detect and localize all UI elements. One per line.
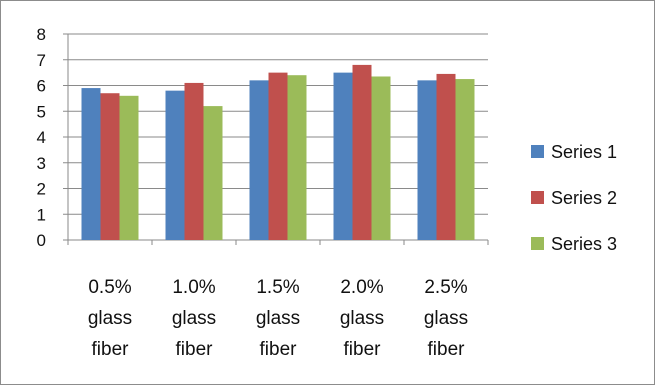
bar-series-3-1 bbox=[119, 95, 139, 240]
y-tick-label: 2 bbox=[37, 180, 46, 199]
bar-series-3-5 bbox=[455, 79, 475, 240]
x-category-label: 0.5% bbox=[88, 277, 131, 298]
legend-swatch bbox=[531, 191, 544, 204]
bar-series-1-5 bbox=[417, 80, 437, 240]
x-category-label: fiber bbox=[260, 339, 298, 360]
x-category-label: 2.0% bbox=[340, 277, 383, 298]
bar-series-3-3 bbox=[287, 75, 307, 240]
y-tick-label: 8 bbox=[37, 25, 46, 44]
y-tick-label: 3 bbox=[37, 154, 46, 173]
x-category-label: glass bbox=[172, 308, 216, 329]
legend-label: Series 1 bbox=[551, 142, 617, 162]
y-tick-label: 0 bbox=[37, 231, 46, 250]
bar-series-1-1 bbox=[81, 88, 101, 240]
bar-series-3-4 bbox=[371, 76, 391, 240]
x-category-label: 1.0% bbox=[172, 277, 215, 298]
legend-label: Series 2 bbox=[551, 188, 617, 208]
x-category-label: fiber bbox=[92, 339, 130, 360]
bar-series-3-2 bbox=[203, 106, 223, 240]
y-tick-label: 6 bbox=[37, 77, 46, 96]
bar-series-2-5 bbox=[436, 73, 456, 240]
x-category-label: fiber bbox=[176, 339, 214, 360]
bar-series-1-4 bbox=[333, 72, 353, 240]
x-category-label: 1.5% bbox=[256, 277, 299, 298]
bar-series-2-2 bbox=[184, 82, 204, 240]
x-category-label: glass bbox=[340, 308, 384, 329]
legend-swatch bbox=[531, 237, 544, 250]
y-tick-label: 5 bbox=[37, 102, 46, 121]
x-category-label: 2.5% bbox=[424, 277, 467, 298]
y-tick-label: 4 bbox=[37, 128, 46, 147]
legend-swatch bbox=[531, 145, 544, 158]
bar-series-1-2 bbox=[165, 90, 185, 241]
x-category-label: glass bbox=[88, 308, 132, 329]
x-category-label: glass bbox=[256, 308, 300, 329]
x-category-label: fiber bbox=[344, 339, 382, 360]
bar-series-1-3 bbox=[249, 80, 269, 240]
bar-series-2-4 bbox=[352, 64, 372, 241]
legend-label: Series 3 bbox=[551, 234, 617, 254]
y-tick-label: 1 bbox=[37, 205, 46, 224]
bar-series-2-3 bbox=[268, 72, 288, 240]
bar-series-2-1 bbox=[100, 93, 120, 240]
x-category-label: glass bbox=[424, 308, 468, 329]
y-tick-label: 7 bbox=[37, 51, 46, 70]
x-category-label: fiber bbox=[428, 339, 466, 360]
